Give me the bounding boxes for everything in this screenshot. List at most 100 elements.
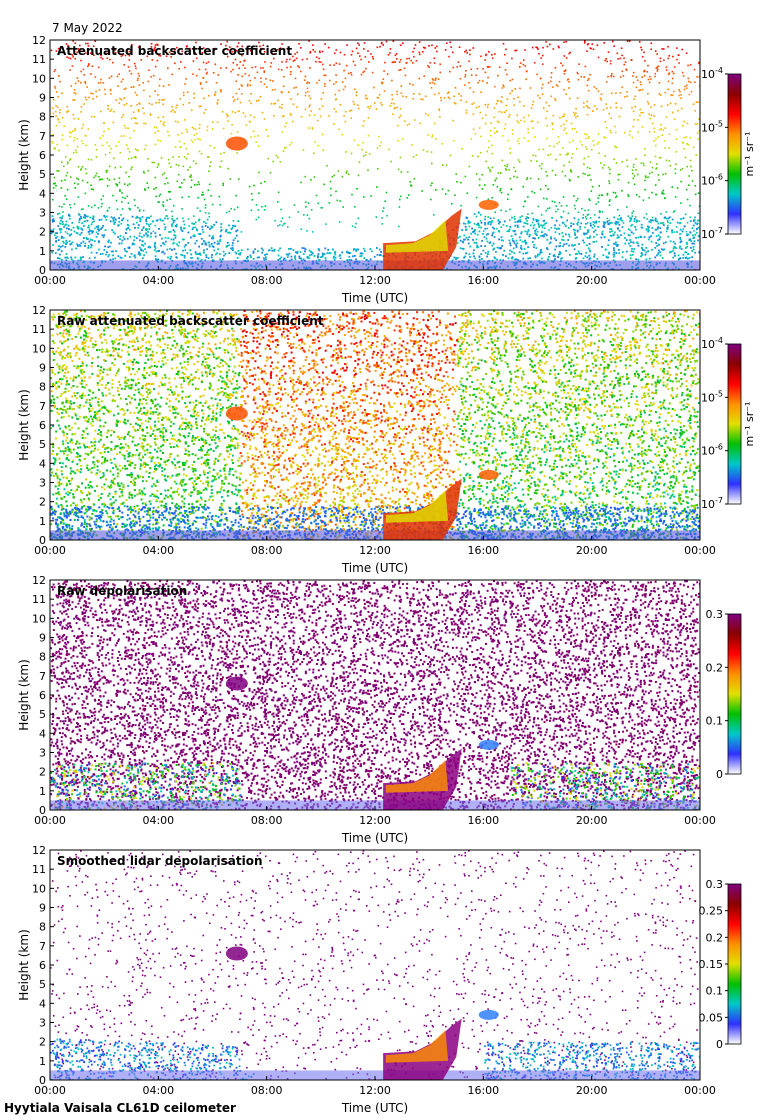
y-tick-label: 7 — [39, 400, 46, 413]
colorbar-tick-label: 0 — [716, 768, 723, 781]
x-tick-label: 00:00 — [684, 814, 716, 827]
x-tick-label: 16:00 — [467, 544, 499, 557]
y-tick-label: 2 — [39, 1036, 46, 1049]
x-tick-label: 12:00 — [359, 814, 391, 827]
panel-title: Raw attenuated backscatter coefficient — [57, 314, 324, 328]
surface-layer — [50, 260, 700, 270]
cloud-core — [385, 490, 449, 523]
x-tick-label: 20:00 — [576, 1084, 608, 1097]
x-tick-label: 16:00 — [467, 1084, 499, 1097]
colorbar-tick-label: 0.1 — [706, 715, 724, 728]
x-tick-label: 04:00 — [142, 274, 174, 287]
y-tick-label: 12 — [32, 574, 46, 587]
plot-area — [50, 40, 700, 270]
colorbar-tick-label: 0.2 — [706, 661, 724, 674]
y-tick-label: 12 — [32, 304, 46, 317]
y-tick-label: 4 — [39, 187, 46, 200]
surface-layer — [50, 530, 700, 540]
y-tick-label: 10 — [32, 72, 46, 85]
colorbar-tick-label: 0.05 — [699, 1011, 724, 1024]
colorbar-tick-label: 0.3 — [706, 878, 724, 891]
colorbar-tick-label: 10-6 — [701, 173, 723, 188]
y-tick-label: 3 — [39, 207, 46, 220]
x-tick-label: 08:00 — [251, 1084, 283, 1097]
x-tick-label: 00:00 — [684, 544, 716, 557]
y-tick-label: 0 — [39, 264, 46, 277]
surface-layer — [50, 1070, 700, 1080]
x-tick-label: 00:00 — [34, 544, 66, 557]
y-tick-label: 6 — [39, 959, 46, 972]
x-tick-label: 20:00 — [576, 814, 608, 827]
colorbar: 10-7 10-6 10-5 10-4 m⁻¹ sr⁻¹ — [701, 66, 756, 241]
colorbar-tick-label: 10-7 — [701, 496, 723, 511]
colorbar-tick-label: 0.15 — [699, 958, 724, 971]
colorbar-tick-label: 10-6 — [701, 443, 723, 458]
colorbar-tick-label: 10-4 — [701, 66, 723, 81]
instrument-label: Hyytiala Vaisala CL61D ceilometer — [4, 1101, 236, 1115]
panel-title: Attenuated backscatter coefficient — [57, 44, 292, 58]
colorbar-tick-label: 0.3 — [706, 608, 724, 621]
x-tick-label: 16:00 — [467, 814, 499, 827]
y-tick-label: 7 — [39, 130, 46, 143]
elevated-layer — [225, 136, 248, 151]
colorbar: 0 0.05 0.1 0.15 0.2 0.25 0.3 — [699, 878, 742, 1051]
elevated-layer — [225, 676, 248, 691]
y-tick-label: 10 — [32, 612, 46, 625]
y-tick-label: 11 — [32, 593, 46, 606]
heatmap-field — [50, 40, 700, 270]
x-axis-label: Time (UTC) — [341, 1101, 408, 1115]
panel-1: Attenuated backscatter coefficient012345… — [17, 34, 756, 305]
surface-layer — [50, 800, 700, 810]
y-tick-label: 5 — [39, 438, 46, 451]
plot-area — [50, 850, 700, 1080]
y-tick-label: 8 — [39, 381, 46, 394]
panel-title: Raw depolarisation — [57, 584, 187, 598]
y-tick-label: 5 — [39, 168, 46, 181]
x-tick-label: 04:00 — [142, 1084, 174, 1097]
colorbar-tick-label: 10-7 — [701, 226, 723, 241]
y-tick-label: 0 — [39, 804, 46, 817]
cloud-core — [385, 760, 449, 793]
y-tick-label: 6 — [39, 149, 46, 162]
y-axis-label: Height (km) — [17, 929, 31, 1000]
y-tick-label: 8 — [39, 651, 46, 664]
y-tick-label: 0 — [39, 534, 46, 547]
x-tick-label: 00:00 — [684, 1084, 716, 1097]
cloud-core — [385, 220, 449, 253]
colorbar-tick-label: 0.1 — [706, 985, 724, 998]
y-tick-label: 3 — [39, 477, 46, 490]
x-axis-label: Time (UTC) — [341, 561, 408, 575]
colorbar-tick-label: 10-4 — [701, 336, 723, 351]
panel-title: Smoothed lidar depolarisation — [57, 854, 263, 868]
x-tick-label: 08:00 — [251, 544, 283, 557]
y-axis-label: Height (km) — [17, 119, 31, 190]
x-tick-label: 12:00 — [359, 1084, 391, 1097]
colorbar-units: m⁻¹ sr⁻¹ — [743, 402, 756, 447]
mid-cloud — [478, 469, 499, 480]
colorbar: 0 0.1 0.2 0.3 — [706, 608, 742, 781]
colorbar-gradient — [727, 343, 742, 505]
mid-cloud — [478, 1009, 499, 1020]
heatmap-field — [50, 580, 700, 810]
y-tick-label: 12 — [32, 844, 46, 857]
y-tick-label: 1 — [39, 1055, 46, 1068]
y-tick-label: 1 — [39, 515, 46, 528]
elevated-layer — [225, 946, 248, 961]
y-tick-label: 4 — [39, 997, 46, 1010]
colorbar-units: m⁻¹ sr⁻¹ — [743, 132, 756, 177]
y-tick-label: 8 — [39, 921, 46, 934]
x-tick-label: 00:00 — [34, 274, 66, 287]
y-tick-label: 11 — [32, 863, 46, 876]
y-axis-label: Height (km) — [17, 659, 31, 730]
heatmap-field — [50, 310, 700, 540]
y-tick-label: 1 — [39, 785, 46, 798]
x-axis-label: Time (UTC) — [341, 291, 408, 305]
colorbar-gradient — [727, 883, 742, 1045]
y-tick-label: 11 — [32, 323, 46, 336]
y-tick-label: 8 — [39, 111, 46, 124]
x-tick-label: 00:00 — [34, 814, 66, 827]
heatmap-field — [50, 850, 700, 1080]
y-tick-label: 7 — [39, 940, 46, 953]
